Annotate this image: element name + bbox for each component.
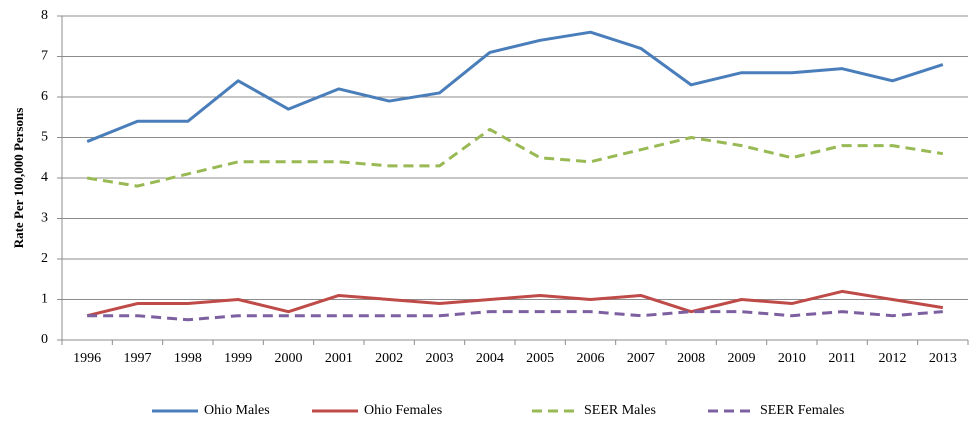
y-tick-label: 2 [41,251,48,266]
x-tick-label: 2001 [325,351,353,366]
x-tick-label: 2000 [275,351,303,366]
x-tick-label: 2009 [728,351,756,366]
x-tick-label: 2006 [577,351,605,366]
x-tick-label: 2004 [476,351,504,366]
legend-label: Ohio Females [364,403,442,418]
x-tick-label: 2007 [627,351,655,366]
y-tick-label: 1 [41,292,48,307]
x-tick-label: 2013 [929,351,957,366]
x-tick-label: 1998 [174,351,202,366]
x-tick-label: 2002 [375,351,403,366]
y-axis-label: Rate Per 100,000 Persons [11,108,26,249]
y-tick-label: 0 [41,332,48,347]
x-tick-label: 2005 [526,351,554,366]
legend-label: SEER Males [584,403,656,418]
y-tick-label: 4 [41,170,48,185]
y-tick-label: 6 [41,89,48,104]
y-tick-label: 5 [41,130,48,145]
series-line [86,127,944,188]
legend-label: SEER Females [760,403,844,418]
x-tick-label: 2012 [879,351,907,366]
x-tick-label: 2008 [677,351,705,366]
legend-label: Ohio Males [204,403,270,418]
x-tick-label: 1996 [73,351,101,366]
series-line [86,289,944,318]
x-tick-label: 1999 [224,351,252,366]
y-tick-label: 3 [41,211,48,226]
x-tick-label: 1997 [124,351,152,366]
series-line [87,310,943,322]
x-tick-label: 2011 [828,351,855,366]
y-tick-label: 8 [41,8,48,23]
series-line [86,30,944,143]
y-tick-label: 7 [41,49,48,64]
x-tick-label: 2003 [426,351,454,366]
x-tick-label: 2010 [778,351,806,366]
